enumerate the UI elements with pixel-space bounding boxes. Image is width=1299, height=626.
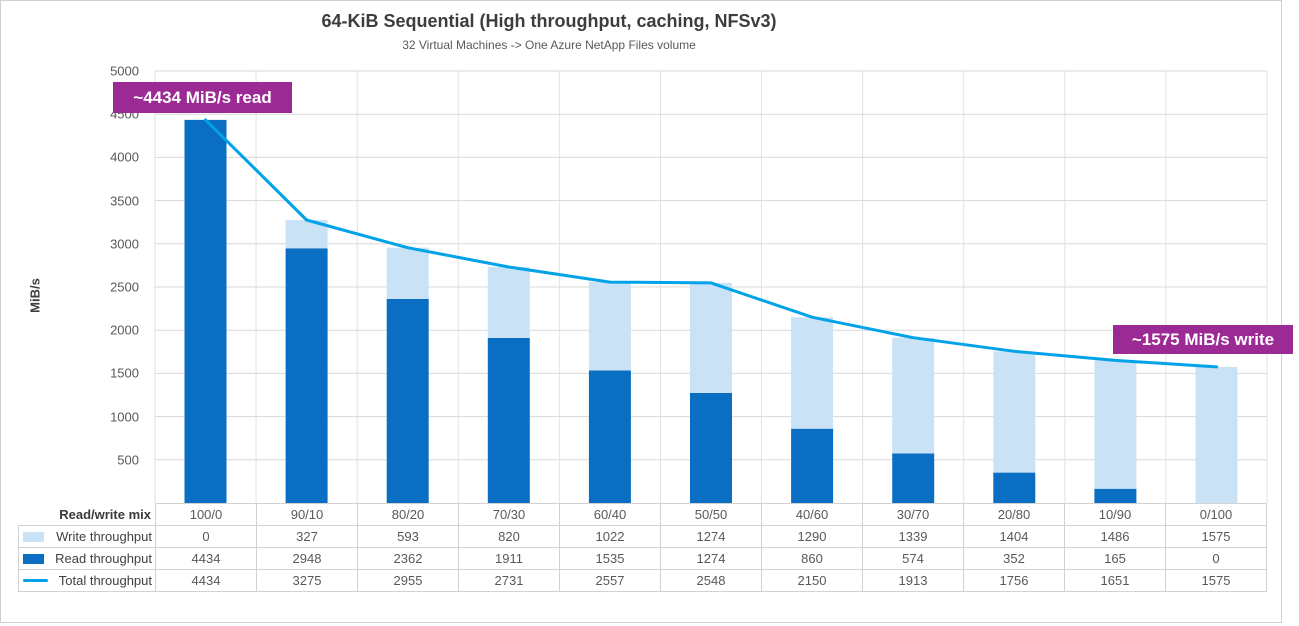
series-label: Read throughput [20, 549, 155, 569]
table-row-write-throughput: Write throughput 0 327 593 820 1022 1274 1290 13… [18, 525, 1267, 548]
bar-read-50/50 [690, 392, 732, 503]
value-cell: 574 [862, 547, 964, 570]
y-tick-1000: 1000 [110, 409, 139, 425]
y-tick-3500: 3500 [110, 193, 139, 209]
bar-read-90/10 [285, 248, 328, 503]
bar-read-20/80 [993, 472, 1036, 503]
bar-read-40/60 [791, 428, 834, 503]
value-cell: 2150 [761, 569, 863, 592]
value-cell: 1651 [1064, 569, 1166, 592]
value-cell: 1913 [862, 569, 964, 592]
value-cell: 593 [357, 525, 459, 548]
series-name: Read throughput [55, 551, 152, 566]
y-tick-2500: 2500 [110, 279, 139, 295]
bar-write-70/30 [487, 267, 530, 338]
legend-swatch-icon [23, 553, 44, 564]
y-tick-3000: 3000 [110, 236, 139, 252]
value-cell: 1274 [660, 525, 762, 548]
bar-write-20/80 [993, 351, 1036, 473]
value-cell: 820 [458, 525, 560, 548]
value-cell: 1756 [963, 569, 1065, 592]
value-cell: 2731 [458, 569, 560, 592]
series-name: Write throughput [56, 529, 152, 544]
value-cell: 4434 [155, 569, 257, 592]
table-row-read-throughput: Read throughput 4434 2948 2362 1911 1535 1274 8… [18, 547, 1267, 570]
series-label-cell: Total throughput [18, 569, 156, 592]
legend-swatch-icon [23, 531, 44, 542]
bar-write-0/100 [1195, 366, 1238, 503]
data-table: Read/write mix 100/0 90/10 80/20 70/30 60/40 5… [18, 503, 1267, 592]
value-cell: 1575 [1165, 569, 1267, 592]
bar-write-50/50 [690, 282, 732, 393]
annotation-write-throughput: ~1575 MiB/s write [1113, 325, 1293, 354]
table-row-total-throughput: Total throughput 4434 3275 2955 2731 2557 2548… [18, 569, 1267, 592]
chart-title: 64-KiB Sequential (High throughput, cach… [321, 11, 777, 31]
y-tick-1500: 1500 [110, 365, 139, 381]
category-cell: 0/100 [1165, 503, 1267, 526]
category-cell: 10/90 [1064, 503, 1166, 526]
category-cell: 20/80 [963, 503, 1065, 526]
value-cell: 4434 [155, 547, 257, 570]
value-cell: 165 [1064, 547, 1166, 570]
y-tick-4000: 4000 [110, 149, 139, 165]
value-cell: 1486 [1064, 525, 1166, 548]
series-label-cell: Read throughput [18, 547, 156, 570]
category-cell: 50/50 [660, 503, 762, 526]
series-label-cell: Write throughput [18, 525, 156, 548]
mix-label: Read/write mix [59, 506, 151, 522]
value-cell: 0 [1165, 547, 1267, 570]
value-cell: 2955 [357, 569, 459, 592]
value-cell: 1339 [862, 525, 964, 548]
line-total-throughput [204, 118, 1218, 369]
category-cell: 70/30 [458, 503, 560, 526]
bar-read-60/40 [588, 370, 631, 503]
value-cell: 2362 [357, 547, 459, 570]
series-name: Total throughput [58, 573, 152, 588]
value-cell: 1022 [559, 525, 661, 548]
annotation-read-throughput: ~4434 MiB/s read [113, 82, 292, 113]
value-cell: 2548 [660, 569, 762, 592]
value-cell: 0 [155, 525, 257, 548]
y-tick-2000: 2000 [110, 322, 139, 338]
value-cell: 327 [256, 525, 358, 548]
bar-read-70/30 [487, 337, 530, 503]
bar-write-40/60 [791, 317, 834, 429]
table-row-mix: Read/write mix 100/0 90/10 80/20 70/30 60/40 5… [19, 503, 1267, 526]
bar-read-80/20 [386, 298, 429, 503]
legend-swatch-icon [23, 579, 48, 582]
category-cell: 80/20 [357, 503, 459, 526]
value-cell: 2948 [256, 547, 358, 570]
category-cell: 60/40 [559, 503, 661, 526]
bar-read-100/0 [184, 119, 227, 504]
category-cell: 40/60 [761, 503, 863, 526]
series-label: Write throughput [20, 527, 155, 547]
value-cell: 352 [963, 547, 1065, 570]
value-cell: 1535 [559, 547, 661, 570]
bar-read-10/90 [1094, 488, 1137, 503]
value-cell: 1290 [761, 525, 863, 548]
bar-write-60/40 [588, 282, 631, 371]
chart-subtitle: 32 Virtual Machines -> One Azure NetApp … [402, 38, 696, 52]
value-cell: 1911 [458, 547, 560, 570]
value-cell: 1274 [660, 547, 762, 570]
category-cell: 30/70 [862, 503, 964, 526]
series-label: Total throughput [20, 571, 155, 591]
y-tick-5000: 5000 [110, 63, 139, 79]
bar-write-30/70 [892, 337, 935, 454]
y-tick-500: 500 [117, 452, 139, 468]
value-cell: 3275 [256, 569, 358, 592]
value-cell: 1575 [1165, 525, 1267, 548]
value-cell: 860 [761, 547, 863, 570]
bar-write-80/20 [386, 247, 429, 299]
value-cell: 1404 [963, 525, 1065, 548]
value-cell: 2557 [559, 569, 661, 592]
category-cell: 100/0 [155, 503, 257, 526]
bar-write-10/90 [1094, 360, 1137, 489]
category-cell: 90/10 [256, 503, 358, 526]
bar-read-30/70 [892, 453, 935, 503]
